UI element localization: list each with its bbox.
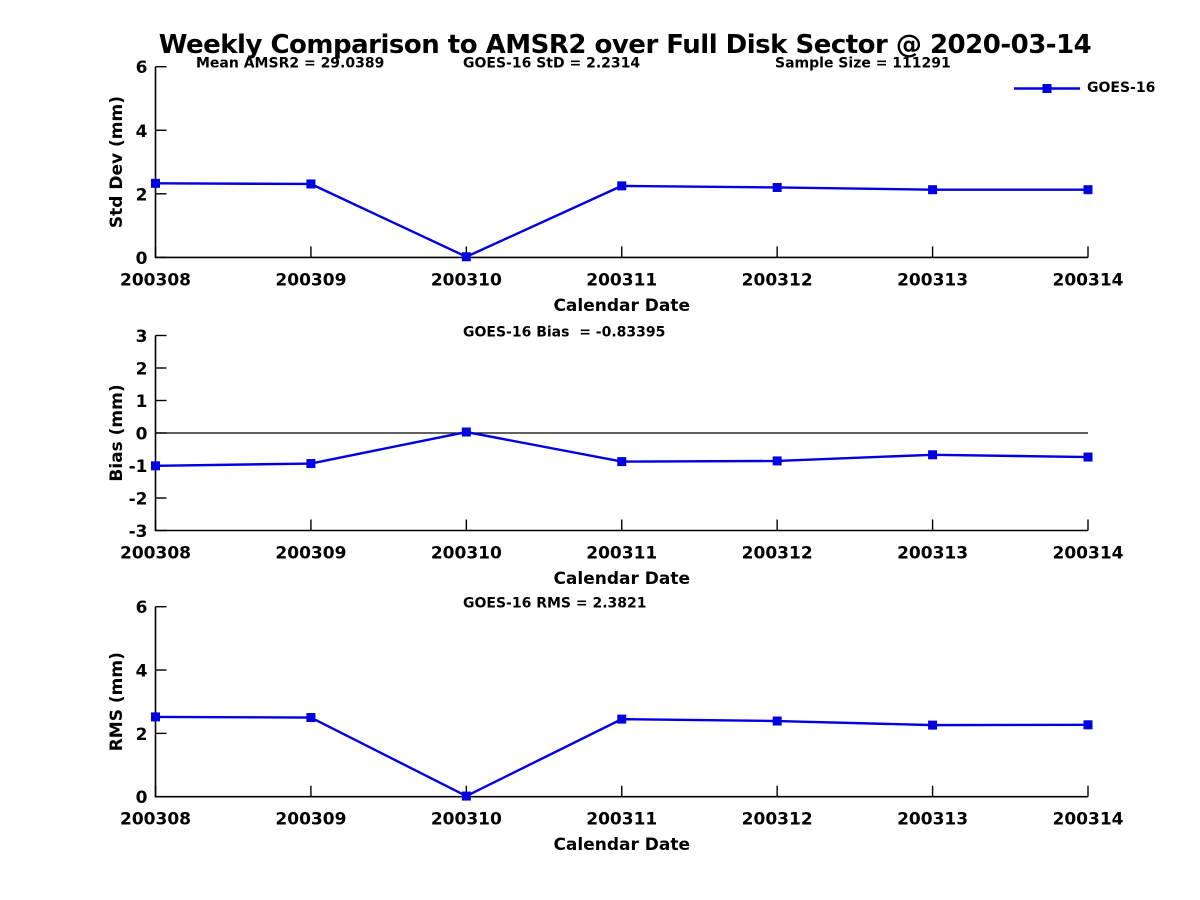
y-tick-label: 0 (136, 249, 148, 269)
x-tick-label: 200309 (275, 810, 346, 830)
x-axis-label: Calendar Date (553, 569, 690, 589)
legend-square-marker-icon (1042, 84, 1052, 93)
data-point-marker (772, 182, 782, 192)
legend: GOES-16 (1014, 80, 1155, 97)
y-tick-label: 6 (136, 58, 148, 78)
data-line (155, 182, 1088, 259)
panel-annotation: Mean AMSR2 = 29.0389 (196, 56, 384, 72)
data-point-marker (306, 713, 316, 723)
data-point-marker (151, 461, 160, 471)
y-tick-label: 0 (136, 788, 148, 808)
data-point-marker (461, 252, 471, 262)
x-tick-label: 200313 (897, 810, 968, 830)
y-tick-label: 3 (136, 327, 148, 347)
x-tick-label: 200311 (586, 270, 657, 290)
data-point-marker (617, 714, 627, 724)
data-point-marker (617, 181, 627, 191)
x-tick-label: 200314 (1053, 270, 1124, 290)
x-tick-label: 200311 (586, 810, 657, 830)
subplot-std-dev: 0 2 4 6 200308 200309 200310 200311 200312 200313… (107, 56, 1124, 316)
y-tick-label: 4 (136, 662, 148, 682)
data-point-marker (1083, 185, 1093, 195)
y-tick-label: 0 (136, 425, 148, 445)
data-point-marker (1083, 720, 1093, 730)
x-tick-label: 200312 (742, 270, 813, 290)
x-tick-label: 200310 (431, 544, 502, 564)
panel-annotation: GOES-16 StD = 2.2314 (463, 56, 640, 72)
panel-annotation: Sample Size = 111291 (775, 56, 951, 72)
x-tick-label: 200309 (275, 270, 346, 290)
x-tick-label: 200313 (897, 270, 968, 290)
x-tick-label: 200310 (431, 810, 502, 830)
x-tick-label: 200312 (742, 810, 813, 830)
y-tick-label: 2 (136, 185, 148, 205)
x-tick-label: 200310 (431, 270, 502, 290)
axis-frame (154, 66, 1088, 259)
legend-line-sample (1014, 84, 1080, 93)
x-axis-label: Calendar Date (553, 835, 690, 855)
x-axis-label: Calendar Date (553, 296, 690, 316)
axis-frame (154, 606, 1088, 798)
data-point-marker (461, 427, 471, 437)
y-tick-label: 4 (136, 122, 148, 142)
data-point-marker (772, 456, 782, 466)
x-tick-label: 200312 (742, 544, 813, 564)
y-axis-label: Std Dev (mm) (107, 96, 127, 228)
y-tick-label: -3 (129, 522, 148, 542)
x-tick-label: 200308 (120, 544, 191, 564)
data-point-marker (306, 459, 316, 469)
data-line (155, 715, 1089, 798)
data-point-marker (151, 712, 160, 722)
y-tick-label: 6 (136, 598, 148, 618)
panel-annotation: GOES-16 Bias = -0.83395 (463, 325, 665, 341)
data-point-marker (306, 179, 316, 189)
data-point-marker (928, 720, 938, 730)
figure-title: Weekly Comparison to AMSR2 over Full Dis… (158, 30, 1092, 60)
data-point-marker (151, 178, 160, 188)
y-tick-label: -1 (129, 457, 148, 477)
x-tick-label: 200314 (1053, 544, 1124, 564)
x-tick-label: 200308 (120, 810, 191, 830)
data-point-marker (1083, 452, 1093, 462)
x-tick-label: 200311 (586, 544, 657, 564)
legend-label: GOES-16 (1087, 80, 1156, 96)
data-point-marker (461, 791, 471, 801)
y-tick-label: -2 (129, 490, 148, 510)
panel-annotation: GOES-16 RMS = 2.3821 (463, 596, 647, 612)
data-point-marker (928, 450, 938, 460)
x-tick-label: 200313 (897, 544, 968, 564)
data-point-marker (617, 457, 627, 467)
y-tick-label: 1 (136, 392, 148, 412)
subplot-rms: 0 2 4 6 200308 200309 200310 200311 200312 200313… (107, 596, 1124, 856)
data-point-marker (772, 716, 782, 726)
x-tick-label: 200314 (1053, 810, 1124, 830)
subplot-bias: -3 -2 -1 0 1 2 3 200308 200309 200310 200311 200312… (107, 325, 1124, 590)
data-point-marker (928, 185, 938, 195)
y-axis-label: RMS (mm) (107, 652, 127, 751)
x-tick-label: 200308 (120, 270, 191, 290)
x-tick-label: 200309 (275, 544, 346, 564)
y-tick-label: 2 (136, 725, 148, 745)
y-tick-label: 2 (136, 360, 148, 380)
y-axis-label: Bias (mm) (107, 384, 127, 481)
